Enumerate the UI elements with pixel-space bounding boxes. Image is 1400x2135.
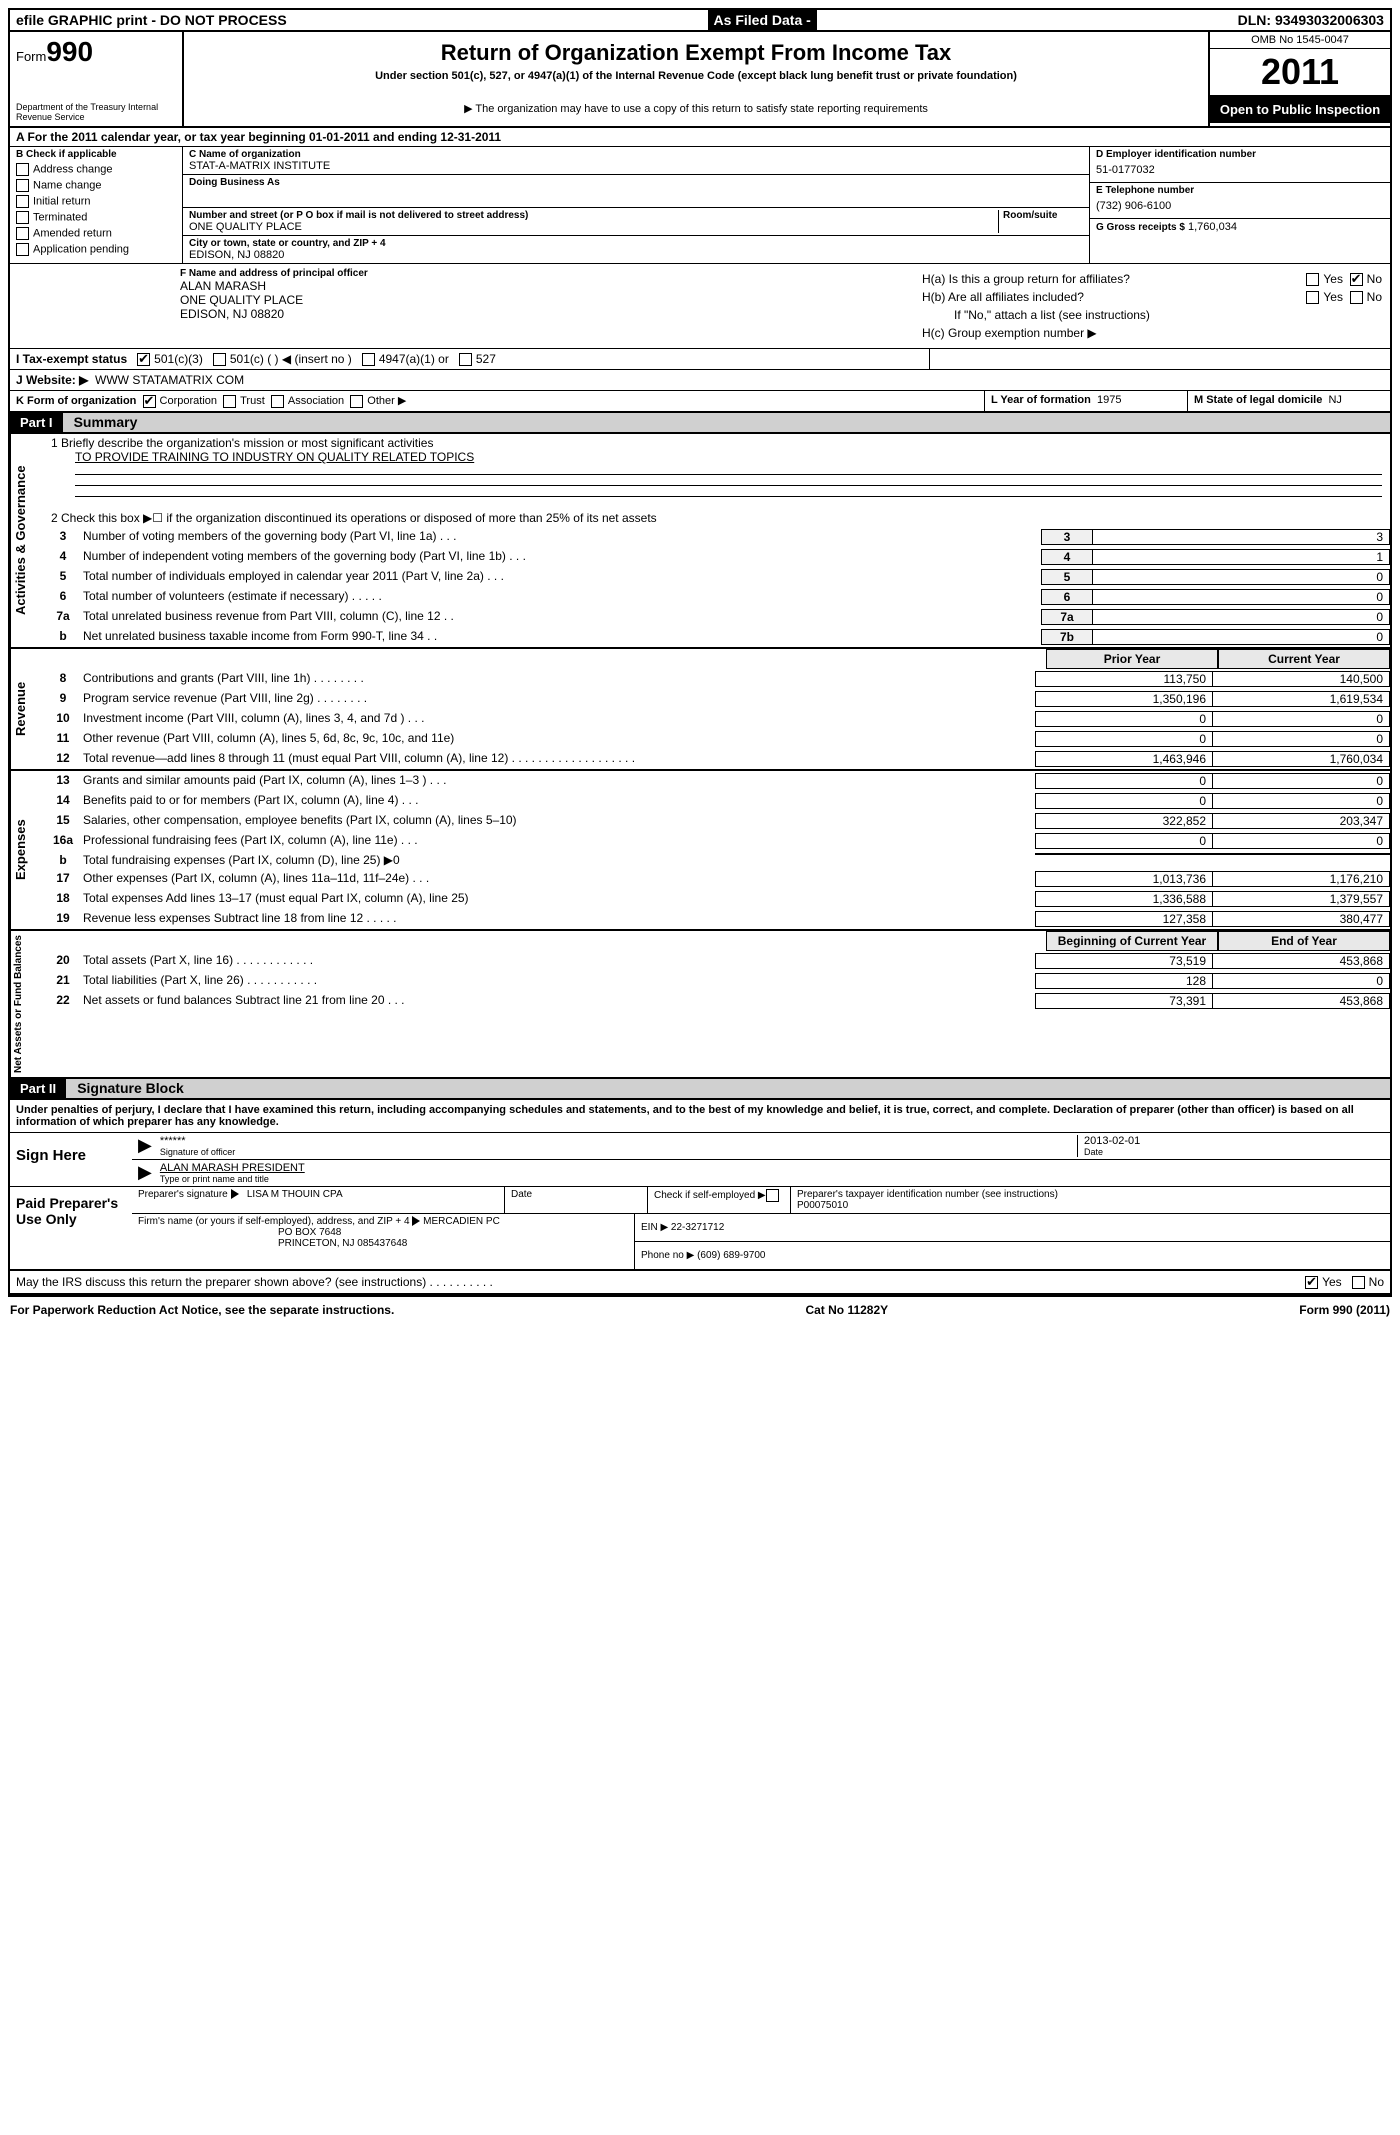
form-container: efile GRAPHIC print - DO NOT PROCESS As … (8, 8, 1392, 1297)
chk-name-change[interactable] (16, 179, 29, 192)
dln: DLN: 93493032006303 (1232, 10, 1390, 30)
website: WWW STATAMATRIX COM (95, 373, 244, 387)
as-filed: As Filed Data - (708, 10, 817, 30)
summary-line: 6Total number of volunteers (estimate if… (43, 587, 1390, 607)
summary-line: 19Revenue less expenses Subtract line 18… (43, 909, 1390, 929)
chk-ha-yes[interactable] (1306, 273, 1319, 286)
top-bar: efile GRAPHIC print - DO NOT PROCESS As … (10, 10, 1390, 32)
section-fh: F Name and address of principal officer … (10, 264, 1390, 349)
chk-4947[interactable] (362, 353, 375, 366)
dept-label: Department of the Treasury Internal Reve… (16, 102, 176, 122)
org-city: EDISON, NJ 08820 (189, 249, 1083, 261)
chk-corp[interactable] (143, 395, 156, 408)
form-number: Form990 (16, 36, 176, 68)
preparer-name: LISA M THOUIN CPA (247, 1189, 343, 1200)
efile-notice: efile GRAPHIC print - DO NOT PROCESS (10, 10, 293, 30)
summary-line: 5Total number of individuals employed in… (43, 567, 1390, 587)
summary-line: 18Total expenses Add lines 13–17 (must e… (43, 889, 1390, 909)
chk-501c[interactable] (213, 353, 226, 366)
summary-line: 12Total revenue—add lines 8 through 11 (… (43, 749, 1390, 769)
summary-line: 9Program service revenue (Part VIII, lin… (43, 689, 1390, 709)
summary-line: 3Number of voting members of the governi… (43, 527, 1390, 547)
chk-discuss-yes[interactable] (1305, 1276, 1318, 1289)
chk-discuss-no[interactable] (1352, 1276, 1365, 1289)
summary-line: 15Salaries, other compensation, employee… (43, 811, 1390, 831)
form-title: Return of Organization Exempt From Incom… (190, 40, 1202, 66)
chk-assoc[interactable] (271, 395, 284, 408)
row-a-period: A For the 2011 calendar year, or tax yea… (10, 128, 1390, 147)
chk-ha-no[interactable] (1350, 273, 1363, 286)
summary-line: 4Number of independent voting members of… (43, 547, 1390, 567)
summary-line: 11Other revenue (Part VIII, column (A), … (43, 729, 1390, 749)
chk-amended[interactable] (16, 227, 29, 240)
omb-number: OMB No 1545-0047 (1210, 32, 1390, 49)
summary-line: 20Total assets (Part X, line 16) . . . .… (43, 951, 1390, 971)
col-d-ein: D Employer identification number 51-0177… (1089, 147, 1390, 263)
chk-other[interactable] (350, 395, 363, 408)
chk-self-employed[interactable] (766, 1189, 779, 1202)
chk-501c3[interactable] (137, 353, 150, 366)
state-note: ▶ The organization may have to use a cop… (190, 102, 1202, 115)
summary-line: bNet unrelated business taxable income f… (43, 627, 1390, 647)
summary-line: bTotal fundraising expenses (Part IX, co… (43, 851, 1390, 869)
tel-value: (732) 906-6100 (1096, 196, 1384, 216)
chk-hb-yes[interactable] (1306, 291, 1319, 304)
col-c-org-info: C Name of organization STAT-A-MATRIX INS… (183, 147, 1089, 263)
mission-text: TO PROVIDE TRAINING TO INDUSTRY ON QUALI… (51, 450, 1382, 464)
summary-line: 13Grants and similar amounts paid (Part … (43, 771, 1390, 791)
summary-line: 8Contributions and grants (Part VIII, li… (43, 669, 1390, 689)
chk-hb-no[interactable] (1350, 291, 1363, 304)
ein-value: 51-0177032 (1096, 160, 1384, 180)
chk-trust[interactable] (223, 395, 236, 408)
public-inspection: Open to Public Inspection (1210, 96, 1390, 123)
chk-527[interactable] (459, 353, 472, 366)
sidebar-expenses: Expenses (10, 771, 43, 929)
summary-line: 21Total liabilities (Part X, line 26) . … (43, 971, 1390, 991)
sidebar-activities: Activities & Governance (10, 434, 43, 647)
chk-initial-return[interactable] (16, 195, 29, 208)
summary-line: 14Benefits paid to or for members (Part … (43, 791, 1390, 811)
summary-line: 22Net assets or fund balances Subtract l… (43, 991, 1390, 1011)
summary-line: 10Investment income (Part VIII, column (… (43, 709, 1390, 729)
gross-receipts: 1,760,034 (1188, 221, 1237, 233)
org-name: STAT-A-MATRIX INSTITUTE (189, 160, 1083, 172)
chk-address-change[interactable] (16, 163, 29, 176)
sidebar-net-assets: Net Assets or Fund Balances (10, 931, 43, 1077)
part-2-header: Part II Signature Block (10, 1079, 1390, 1100)
officer-name: ALAN MARASH (180, 279, 906, 293)
part-1-header: Part I Summary (10, 413, 1390, 434)
col-b-checkboxes: B Check if applicable Address change Nam… (10, 147, 183, 263)
summary-line: 7aTotal unrelated business revenue from … (43, 607, 1390, 627)
section-bcd: B Check if applicable Address change Nam… (10, 147, 1390, 264)
header: Form990 Department of the Treasury Inter… (10, 32, 1390, 128)
chk-pending[interactable] (16, 243, 29, 256)
signature-block: Under penalties of perjury, I declare th… (10, 1100, 1390, 1295)
tax-year: 2011 (1210, 49, 1390, 96)
page-footer: For Paperwork Reduction Act Notice, see … (8, 1297, 1392, 1323)
chk-terminated[interactable] (16, 211, 29, 224)
form-subtitle: Under section 501(c), 527, or 4947(a)(1)… (190, 70, 1202, 82)
sidebar-revenue: Revenue (10, 649, 43, 769)
org-street: ONE QUALITY PLACE (189, 221, 998, 233)
summary-line: 16aProfessional fundraising fees (Part I… (43, 831, 1390, 851)
summary-line: 17Other expenses (Part IX, column (A), l… (43, 869, 1390, 889)
